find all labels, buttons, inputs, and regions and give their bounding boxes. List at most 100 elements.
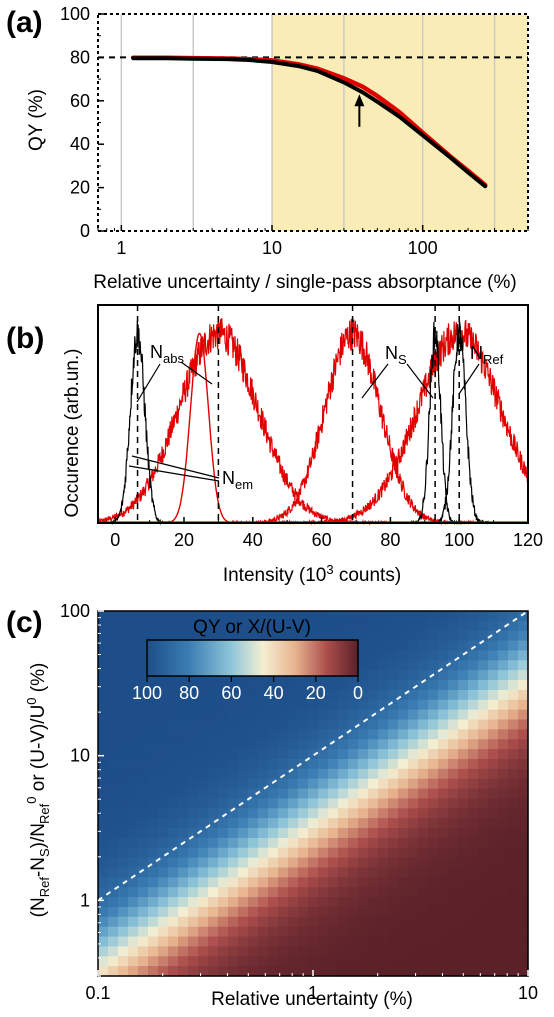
heatmap-cell — [448, 719, 459, 730]
heatmap-cell — [248, 620, 259, 632]
heatmap-cell — [458, 758, 469, 770]
heatmap-cell — [388, 828, 399, 839]
heatmap-cell — [138, 640, 149, 652]
heatmap-cell — [388, 887, 399, 898]
heatmap-cell — [298, 818, 309, 829]
heatmap-cell — [498, 926, 509, 938]
heatmap-cell — [248, 709, 259, 721]
heatmap-cell — [468, 768, 479, 780]
heatmap-cell — [138, 699, 149, 711]
heatmap-cell — [128, 719, 139, 730]
heatmap-cell — [458, 966, 469, 977]
heatmap-cell — [428, 887, 439, 898]
heatmap-cell — [198, 877, 209, 888]
heatmap-cell — [258, 946, 269, 957]
heatmap-cell — [408, 699, 419, 711]
heatmap-cell — [158, 768, 169, 780]
heatmap-cell — [358, 660, 369, 671]
heatmap-cell — [498, 749, 509, 760]
heatmap-cell — [368, 916, 379, 928]
heatmap-cell — [108, 808, 119, 819]
heatmap-cell — [428, 818, 439, 829]
heatmap-cell — [498, 650, 509, 661]
heatmap-cell — [218, 749, 229, 760]
heatmap-cell — [178, 778, 189, 790]
heatmap-cell — [518, 620, 529, 632]
heatmap-cell — [518, 670, 529, 681]
heatmap-cell — [318, 926, 329, 938]
heatmap-cell — [468, 966, 479, 977]
heatmap-cell — [458, 640, 469, 652]
heatmap-cell — [338, 887, 349, 898]
heatmap-cell — [438, 847, 449, 859]
heatmap-cell — [338, 946, 349, 957]
heatmap-cell — [288, 709, 299, 721]
heatmap-cell — [98, 660, 109, 671]
heatmap-cell — [478, 749, 489, 760]
heatmap-cell — [138, 966, 149, 977]
heatmap-cell — [148, 709, 159, 721]
leader-line — [128, 465, 220, 482]
heatmap-cell — [288, 818, 299, 829]
heatmap-cell — [448, 916, 459, 928]
y-axis-label: QY (%) — [26, 89, 47, 151]
heatmap-cell — [418, 828, 429, 839]
heatmap-cell — [278, 739, 289, 750]
heatmap-cell — [218, 936, 229, 947]
heatmap-cell — [498, 699, 509, 711]
heatmap-cell — [328, 749, 339, 760]
heatmap-cell — [218, 857, 229, 869]
heatmap-cell — [438, 660, 449, 671]
heatmap-cell — [288, 837, 299, 849]
heatmap-cell — [328, 877, 339, 888]
heatmap-cell — [228, 680, 239, 691]
heatmap-cell — [118, 847, 129, 859]
heatmap-cell — [218, 798, 229, 809]
heatmap-cell — [348, 916, 359, 928]
heatmap-cell — [248, 788, 259, 800]
heatmap-cell — [478, 611, 489, 622]
x-tick-label: 120 — [513, 530, 543, 550]
heatmap-cell — [418, 640, 429, 652]
heatmap-cell — [268, 818, 279, 829]
heatmap-cell — [268, 739, 279, 750]
heatmap-cell — [448, 897, 459, 908]
heatmap-cell — [368, 689, 379, 701]
heatmap-cell — [128, 749, 139, 760]
heatmap-cell — [268, 768, 279, 780]
heatmap-cell — [198, 611, 209, 622]
heatmap-cell — [198, 699, 209, 711]
heatmap-cell — [258, 847, 269, 859]
heatmap-cell — [188, 946, 199, 957]
heatmap-cell — [258, 867, 269, 878]
heatmap-cell — [138, 611, 149, 622]
x-tick-label: 100 — [408, 238, 438, 258]
heatmap-cell — [428, 630, 439, 642]
heatmap-cell — [268, 798, 279, 809]
colorbar-ticks: 100 80 60 40 20 0 — [132, 676, 363, 703]
heatmap-cell — [428, 936, 439, 947]
colorbar-gradient — [146, 639, 359, 677]
heatmap-cell — [378, 719, 389, 730]
heatmap-cell — [488, 689, 499, 701]
heatmap-cell — [198, 749, 209, 760]
heatmap-cell — [118, 778, 129, 790]
heatmap-cell — [368, 837, 379, 849]
heatmap-cell — [208, 867, 219, 878]
heatmap-cell — [168, 689, 179, 701]
heatmap-cell — [518, 630, 529, 642]
heatmap-cell — [158, 729, 169, 740]
heatmap-cell — [428, 897, 439, 908]
heatmap-cell — [258, 709, 269, 721]
heatmap-cell — [498, 847, 509, 859]
heatmap-cell — [178, 719, 189, 730]
heatmap-cell — [98, 630, 109, 642]
heatmap-cell — [148, 966, 159, 977]
heatmap-cell — [398, 670, 409, 681]
heatmap-cell — [508, 680, 519, 691]
heatmap-cell — [198, 946, 209, 957]
heatmap-cell — [238, 818, 249, 829]
heatmap-cell — [508, 808, 519, 819]
heatmap-cell — [508, 689, 519, 701]
